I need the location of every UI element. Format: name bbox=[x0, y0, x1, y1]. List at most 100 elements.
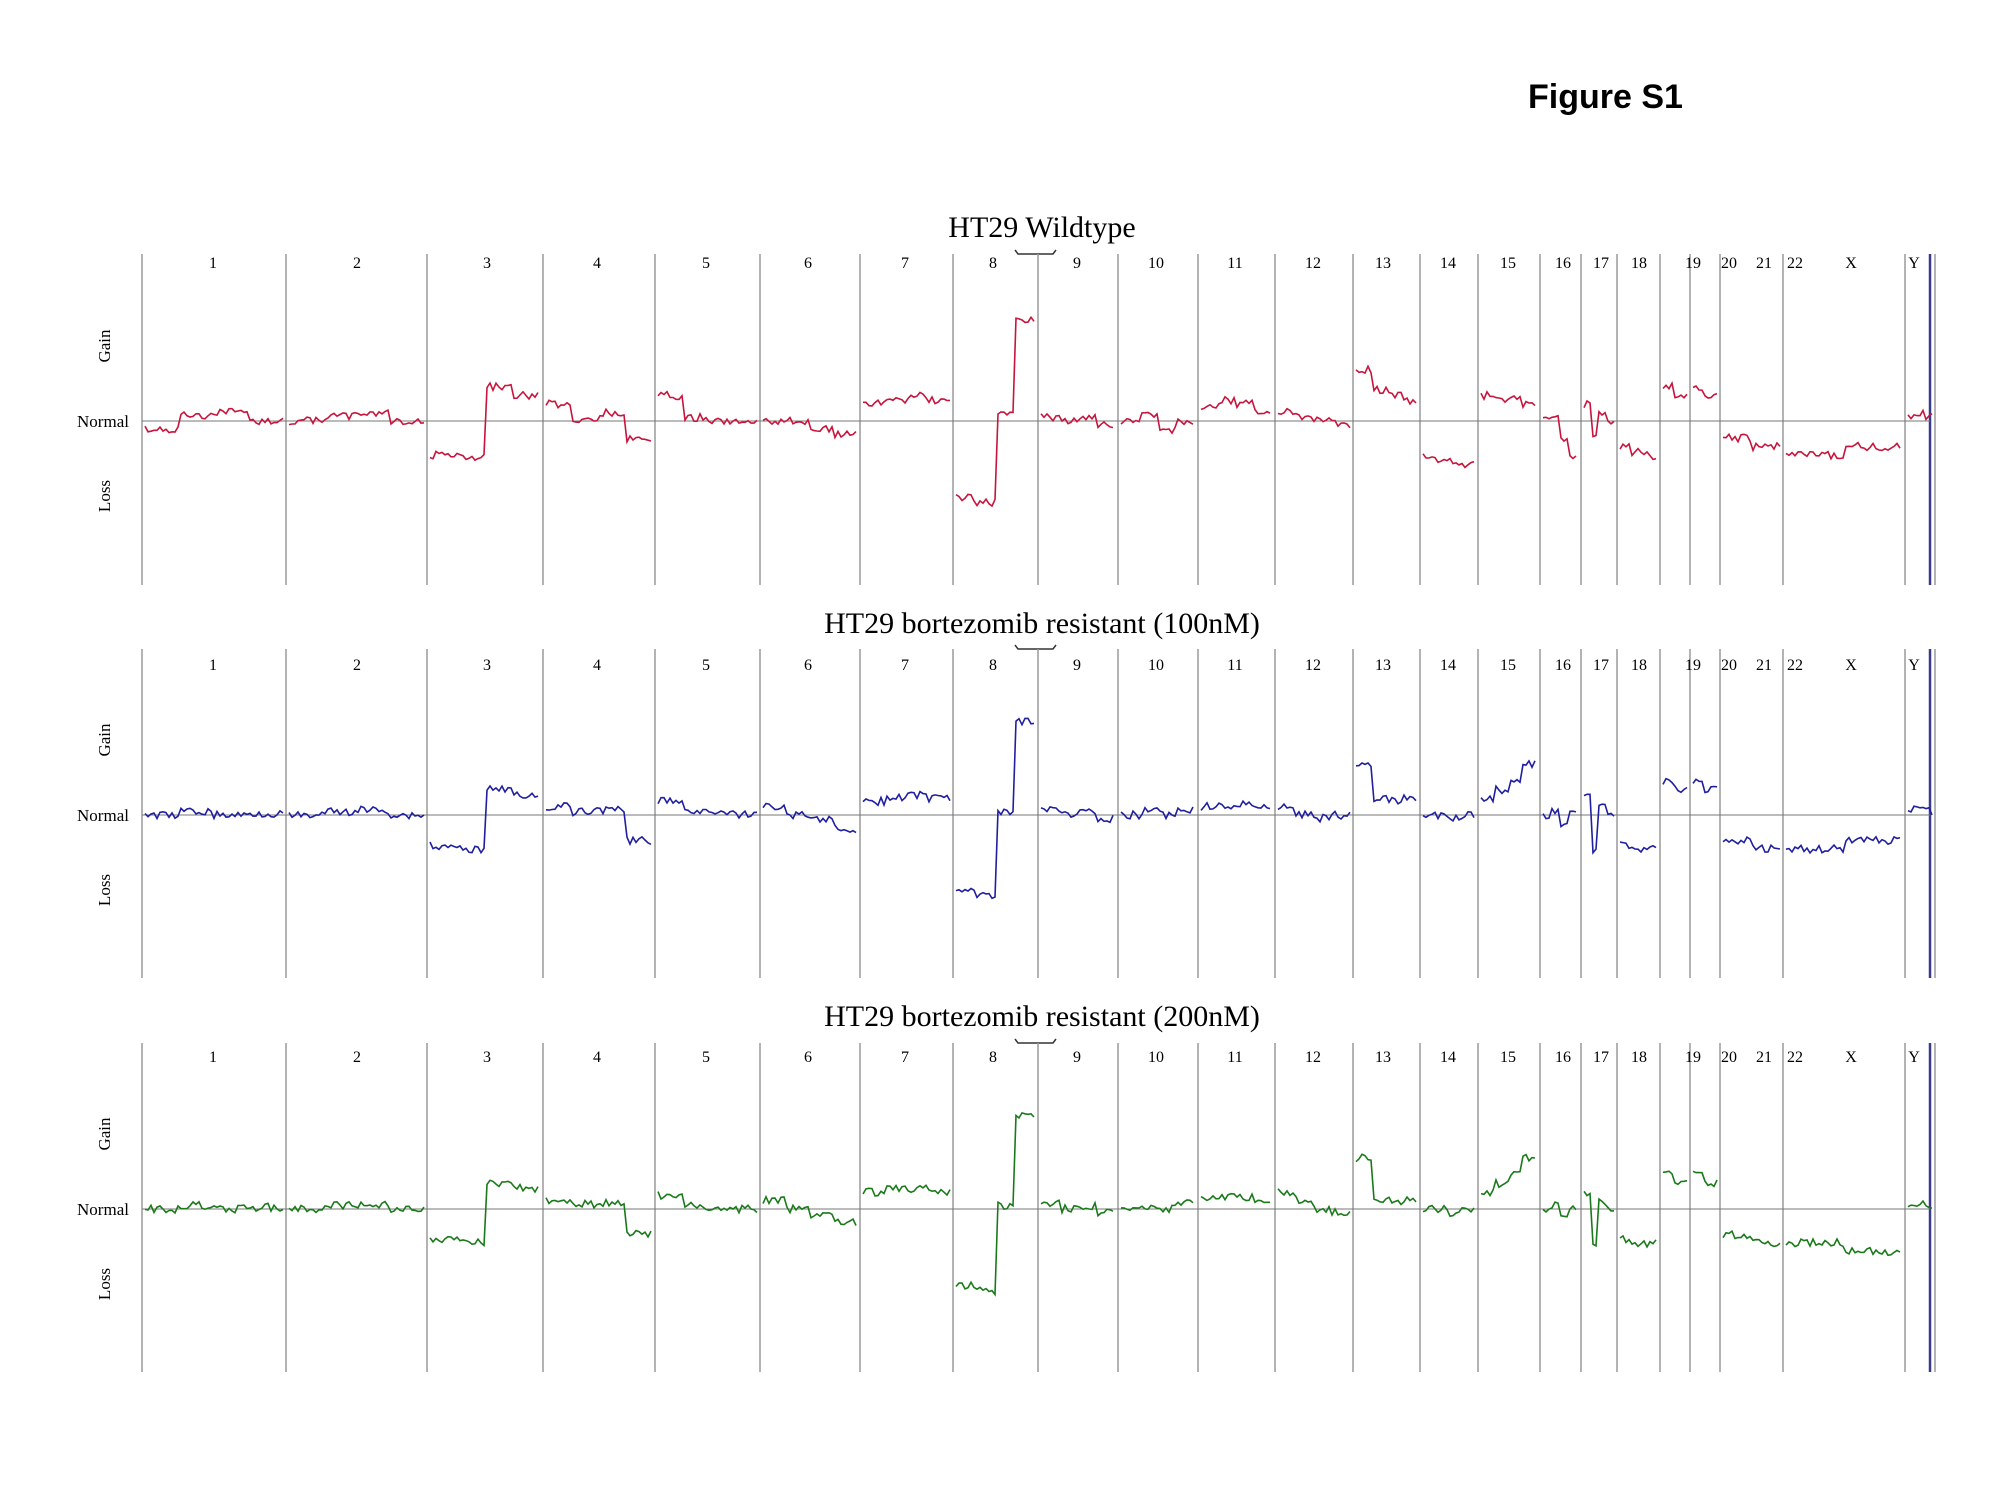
chromosome-label: 15 bbox=[1500, 1049, 1516, 1066]
series-segment-chr-22 bbox=[1785, 441, 1901, 461]
chromosome-label: 2 bbox=[353, 1049, 361, 1066]
series-segment-chr-21 bbox=[1722, 835, 1781, 853]
series-segment-chr-11 bbox=[1200, 1192, 1270, 1204]
chromosome-label: 12 bbox=[1305, 657, 1321, 674]
panel-title: HT29 bortezomib resistant (200nM) bbox=[824, 1000, 1260, 1033]
series-segment-chr-6 bbox=[762, 416, 857, 440]
series-segment-chr-5 bbox=[657, 796, 758, 820]
series-segment-chr-15 bbox=[1480, 390, 1536, 410]
series-segment-chr-9 bbox=[1040, 805, 1114, 824]
y-label-gain: Gain bbox=[95, 1117, 114, 1151]
title-bracket bbox=[1014, 1038, 1057, 1044]
chromosome-label: 1 bbox=[209, 1049, 217, 1066]
series-segment-chr-X bbox=[1907, 408, 1933, 421]
y-label-loss: Loss bbox=[95, 874, 114, 906]
chromosome-label: X bbox=[1845, 255, 1857, 272]
chromosome-label: Y bbox=[1908, 255, 1920, 272]
series-segment-chr-4 bbox=[545, 802, 652, 847]
series-segment-chr-5 bbox=[657, 390, 758, 426]
series-segment-chr-6 bbox=[762, 802, 857, 834]
panel-title: HT29 Wildtype bbox=[948, 211, 1135, 244]
series-segment-chr-16 bbox=[1542, 806, 1577, 829]
series-segment-chr-2 bbox=[288, 408, 425, 426]
y-label-normal: Normal bbox=[77, 806, 129, 825]
chromosome-label: 11 bbox=[1227, 1049, 1242, 1066]
chromosome-label: 16 bbox=[1555, 1049, 1571, 1066]
y-label-gain: Gain bbox=[95, 329, 114, 363]
chromosome-label: 22 bbox=[1787, 1049, 1803, 1066]
chromosome-label: 4 bbox=[593, 657, 601, 674]
chromosome-label: 10 bbox=[1148, 1049, 1164, 1066]
series-segment-chr-12 bbox=[1277, 1188, 1351, 1218]
chromosome-label: 13 bbox=[1375, 1049, 1391, 1066]
series-segment-chr-19 bbox=[1662, 380, 1688, 399]
chromosome-label: 8 bbox=[989, 1049, 997, 1066]
chromosome-label: 5 bbox=[702, 255, 710, 272]
series-segment-chr-19 bbox=[1662, 1170, 1688, 1186]
chromosome-label: 19 bbox=[1685, 255, 1701, 272]
series-segment-chr-21 bbox=[1722, 432, 1781, 453]
series-segment-chr-17 bbox=[1583, 399, 1615, 438]
chromosome-label: 13 bbox=[1375, 255, 1391, 272]
series-segment-chr-X bbox=[1907, 1199, 1933, 1209]
chromosome-label: 7 bbox=[901, 657, 909, 674]
series-segment-chr-12 bbox=[1277, 802, 1351, 824]
series-segment-chr-17 bbox=[1583, 1190, 1615, 1248]
panel-title: HT29 bortezomib resistant (100nM) bbox=[824, 607, 1260, 640]
chromosome-label: 10 bbox=[1148, 255, 1164, 272]
y-label-normal: Normal bbox=[77, 1200, 129, 1219]
series-segment-chr-13 bbox=[1355, 364, 1417, 406]
series-segment-chr-14 bbox=[1422, 453, 1475, 469]
chromosome-label: 16 bbox=[1555, 255, 1571, 272]
series-segment-chr-X bbox=[1907, 805, 1933, 816]
title-bracket bbox=[1014, 644, 1057, 650]
chromosome-label: 7 bbox=[901, 1049, 909, 1066]
chromosome-label: 16 bbox=[1555, 657, 1571, 674]
chromosome-label: 6 bbox=[804, 255, 812, 272]
chromosome-label: 9 bbox=[1073, 657, 1081, 674]
series-segment-chr-13 bbox=[1355, 1153, 1417, 1206]
chromosome-label: 4 bbox=[593, 1049, 601, 1066]
chromosome-label: 17 bbox=[1593, 1049, 1609, 1066]
series-segment-chr-18 bbox=[1619, 1234, 1657, 1249]
series-segment-chr-7 bbox=[863, 391, 951, 407]
chromosome-label: 9 bbox=[1073, 255, 1081, 272]
series-segment-chr-18 bbox=[1619, 442, 1657, 461]
series-segment-chr-1 bbox=[144, 806, 284, 821]
chromosome-label: 18 bbox=[1631, 255, 1647, 272]
series-segment-chr-14 bbox=[1422, 810, 1475, 823]
series-segment-chr-5 bbox=[657, 1191, 758, 1215]
series-segment-chr-15 bbox=[1480, 759, 1536, 804]
chromosome-label: X bbox=[1845, 1049, 1857, 1066]
chromosome-label: 13 bbox=[1375, 657, 1391, 674]
series-segment-chr-9 bbox=[1040, 412, 1114, 430]
series-segment-chr-3 bbox=[429, 381, 539, 462]
series-segment-chr-12 bbox=[1277, 407, 1351, 429]
chromosome-label: 2 bbox=[353, 657, 361, 674]
chromosome-label: X bbox=[1845, 657, 1857, 674]
series-segment-chr-15 bbox=[1480, 1153, 1536, 1198]
chromosome-label: 20 bbox=[1721, 657, 1737, 674]
chromosome-label: 21 bbox=[1756, 255, 1772, 272]
series-segment-chr-10 bbox=[1121, 1199, 1194, 1214]
chromosome-label: 3 bbox=[483, 255, 491, 272]
chromosome-label: 14 bbox=[1440, 255, 1456, 272]
chromosome-label: 15 bbox=[1500, 657, 1516, 674]
series-segment-chr-11 bbox=[1200, 395, 1271, 415]
series-segment-chr-3 bbox=[429, 784, 539, 855]
chromosome-label: 19 bbox=[1685, 1049, 1701, 1066]
chromosome-label: 8 bbox=[989, 255, 997, 272]
chromosome-label: 17 bbox=[1593, 657, 1609, 674]
series-segment-chr-8 bbox=[955, 315, 1035, 508]
series-segment-chr-22 bbox=[1785, 835, 1901, 855]
chromosome-label: 12 bbox=[1305, 1049, 1321, 1066]
chromosome-label: 15 bbox=[1500, 255, 1516, 272]
y-label-normal: Normal bbox=[77, 412, 129, 431]
chromosome-label: 14 bbox=[1440, 657, 1456, 674]
chromosome-label: 19 bbox=[1685, 657, 1701, 674]
chromosome-label: 11 bbox=[1227, 255, 1242, 272]
series-segment-chr-1 bbox=[144, 407, 284, 434]
chromosome-label: 1 bbox=[209, 657, 217, 674]
chromosome-label: 21 bbox=[1756, 1049, 1772, 1066]
